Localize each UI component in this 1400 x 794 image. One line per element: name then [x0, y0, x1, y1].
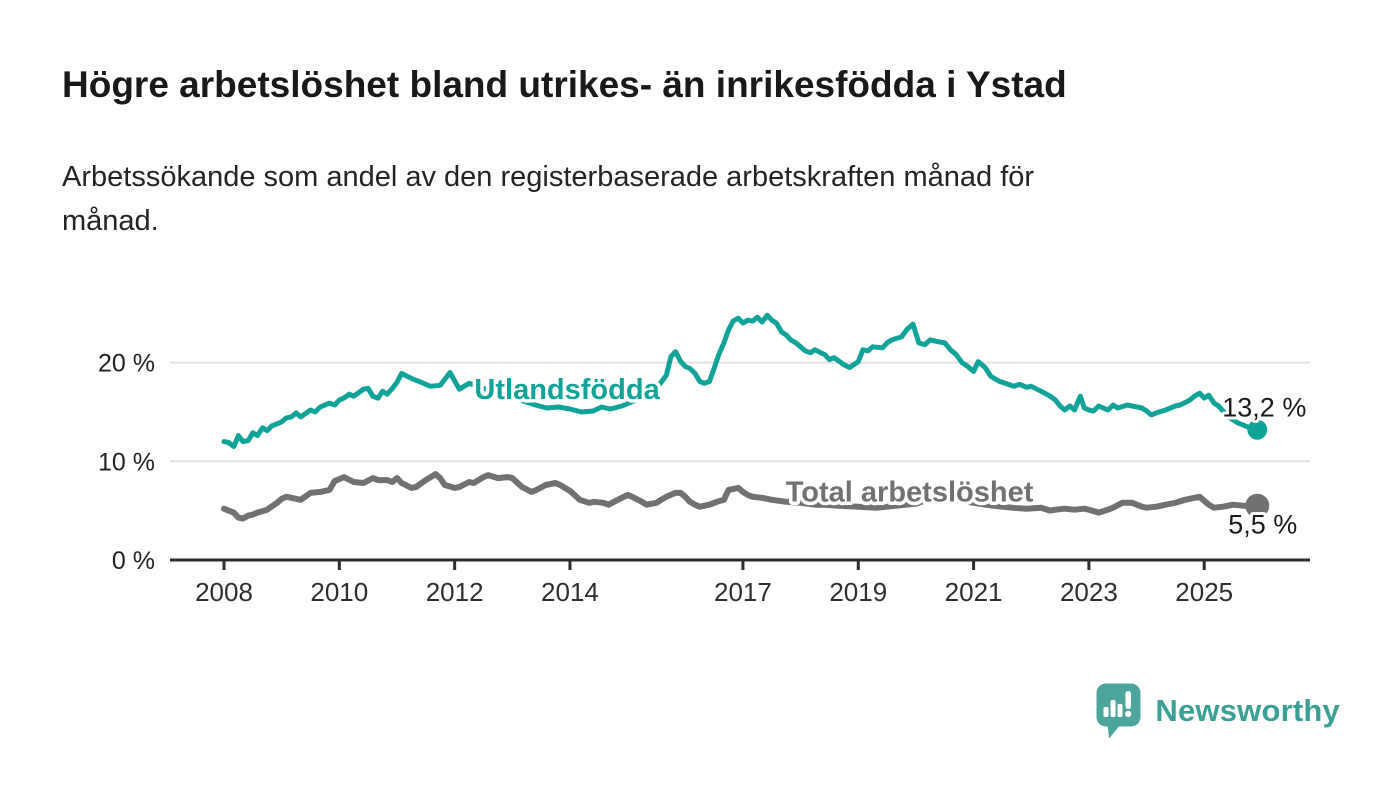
y-axis-label-0: 0 %	[112, 547, 155, 575]
x-axis-label-2012: 2012	[426, 577, 484, 607]
logo-bar-chart-glyph	[1103, 691, 1132, 718]
newsworthy-wordmark: Newsworthy	[1155, 693, 1340, 728]
newsworthy-branding: Newsworthy	[1095, 682, 1340, 740]
series-inline-label-utlandsf-dda: Utlandsfödda	[474, 374, 660, 406]
x-axis-label-2008: 2008	[195, 577, 253, 607]
x-axis-label-2025: 2025	[1175, 577, 1233, 607]
x-axis-label-2014: 2014	[541, 577, 599, 607]
subtitle-line-1: Arbetssökande som andel av den registerb…	[62, 161, 1035, 193]
x-axis-label-2010: 2010	[310, 577, 368, 607]
x-axis-label-2023: 2023	[1060, 577, 1118, 607]
series-inline-label-total-arbetsl-shet: Total arbetslöshet	[786, 476, 1034, 508]
y-axis-label-20: 20 %	[98, 350, 155, 378]
newsworthy-logo-icon	[1096, 683, 1141, 739]
subtitle-line-2: månad.	[62, 205, 159, 237]
x-axis-label-2017: 2017	[714, 577, 772, 607]
y-axis-label-10: 10 %	[98, 448, 155, 476]
series-line-total-arbetsl-shet	[221, 471, 1261, 522]
series-end-dot-utlandsf-dda	[1247, 419, 1268, 440]
series-end-dot-total-arbetsl-shet	[1245, 493, 1270, 518]
x-axis-label-2021: 2021	[945, 577, 1003, 607]
page-title: Högre arbetslöshet bland utrikes- än inr…	[62, 64, 1067, 105]
series-end-value-total-arbetsl-shet: 5,5 %	[1228, 510, 1297, 540]
series-line-utlandsf-dda	[221, 312, 1260, 449]
page-subtitle: Arbetssökande som andel av den registerb…	[62, 155, 1034, 243]
x-axis-label-2019: 2019	[829, 577, 887, 607]
series-end-value-utlandsf-dda: 13,2 %	[1222, 393, 1306, 423]
